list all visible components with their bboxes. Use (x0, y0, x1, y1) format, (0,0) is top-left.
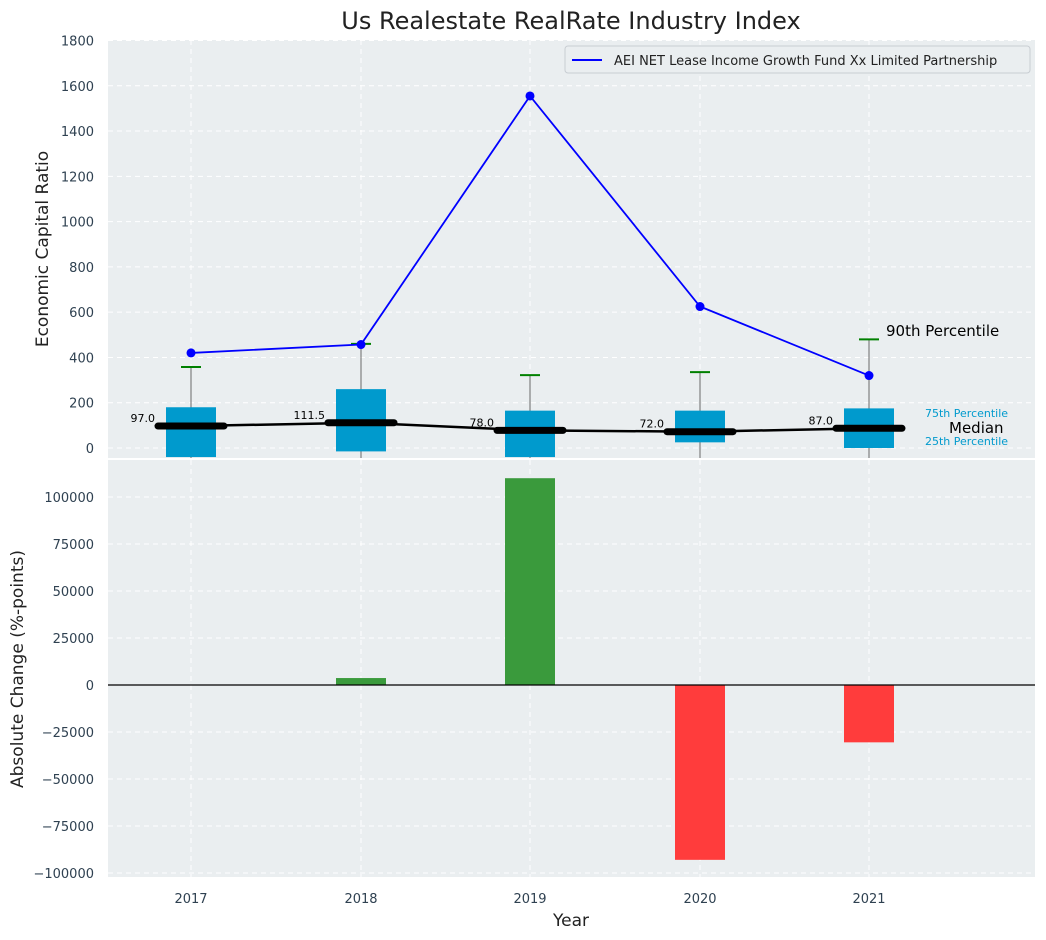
annotation-90th-percentile: 90th Percentile (886, 322, 999, 340)
iqr-box (675, 410, 725, 443)
bottom-y-tick-label: −100000 (33, 867, 94, 882)
bottom-y-tick-label: 100000 (44, 491, 94, 506)
x-tick-label: 2021 (852, 892, 885, 907)
top-y-tick-label: 600 (69, 306, 94, 321)
top-grid (108, 40, 1035, 458)
chart-title: Us Realestate RealRate Industry Index (341, 7, 800, 35)
legend: AEI NET Lease Income Growth Fund Xx Limi… (564, 45, 1031, 74)
x-axis-label: Year (552, 911, 589, 931)
bottom-plot-area (108, 460, 1035, 877)
top-y-tick-label: 200 (69, 397, 94, 412)
iqr-box (166, 407, 216, 458)
top-y-tick-label: 1000 (61, 216, 94, 231)
top-chart-marks: 97.0 111.5 78.0 72.0 87.0 (131, 91, 906, 458)
bottom-y-tick-label: −25000 (42, 726, 94, 741)
top-plot-area (108, 40, 1035, 458)
top-y-tick-label: 1200 (61, 170, 94, 185)
median-value-label: 111.5 (294, 409, 326, 422)
bottom-y-axis-label: Absolute Change (%-points) (8, 550, 28, 788)
annotation-25th-percentile: 25th Percentile (925, 435, 1008, 448)
top-y-tick-labels: 0 200 400 600 800 1000 1200 1400 1600 1800 (61, 35, 94, 458)
legend-box (564, 45, 1031, 74)
annotation-median: Median (949, 419, 1004, 437)
iqr-box (505, 410, 555, 458)
bottom-y-tick-label: 75000 (53, 538, 94, 553)
change-bar (844, 685, 894, 743)
bottom-y-tick-label: 25000 (53, 632, 94, 647)
x-tick-label: 2017 (174, 892, 207, 907)
top-y-tick-label: 1400 (61, 125, 94, 140)
series-point (695, 302, 705, 312)
top-y-tick-label: 1800 (61, 35, 94, 50)
median-value-label: 78.0 (470, 416, 495, 429)
median-value-label: 72.0 (640, 418, 665, 431)
bottom-y-tick-labels: −100000 −75000 −50000 −25000 0 25000 50000 7500… (33, 491, 94, 882)
top-y-axis-label: Economic Capital Ratio (33, 151, 53, 347)
change-bar (336, 678, 386, 685)
series-point (864, 371, 874, 381)
bottom-chart-marks (108, 478, 1035, 860)
annotation-75th-percentile: 75th Percentile (925, 407, 1008, 420)
x-tick-label: 2019 (513, 892, 546, 907)
x-tick-label: 2020 (683, 892, 716, 907)
x-tick-label: 2018 (344, 892, 377, 907)
median-value-label: 87.0 (809, 414, 834, 427)
top-y-tick-label: 800 (69, 261, 94, 276)
median-value-label: 97.0 (131, 412, 156, 425)
legend-label: AEI NET Lease Income Growth Fund Xx Limi… (614, 54, 997, 69)
bottom-y-tick-label: −50000 (42, 773, 94, 788)
bottom-y-tick-label: −75000 (42, 820, 94, 835)
series-point (356, 340, 366, 350)
top-y-tick-label: 400 (69, 351, 94, 366)
x-tick-labels: 2017 2018 2019 2020 2021 (174, 892, 885, 907)
top-y-tick-label: 1600 (61, 80, 94, 95)
series-point (186, 348, 196, 358)
series-point (525, 91, 535, 101)
bottom-y-tick-label: 50000 (53, 585, 94, 600)
change-bar (505, 478, 555, 685)
top-y-tick-label: 0 (86, 442, 94, 457)
change-bar (675, 685, 725, 860)
bottom-y-tick-label: 0 (86, 679, 94, 694)
